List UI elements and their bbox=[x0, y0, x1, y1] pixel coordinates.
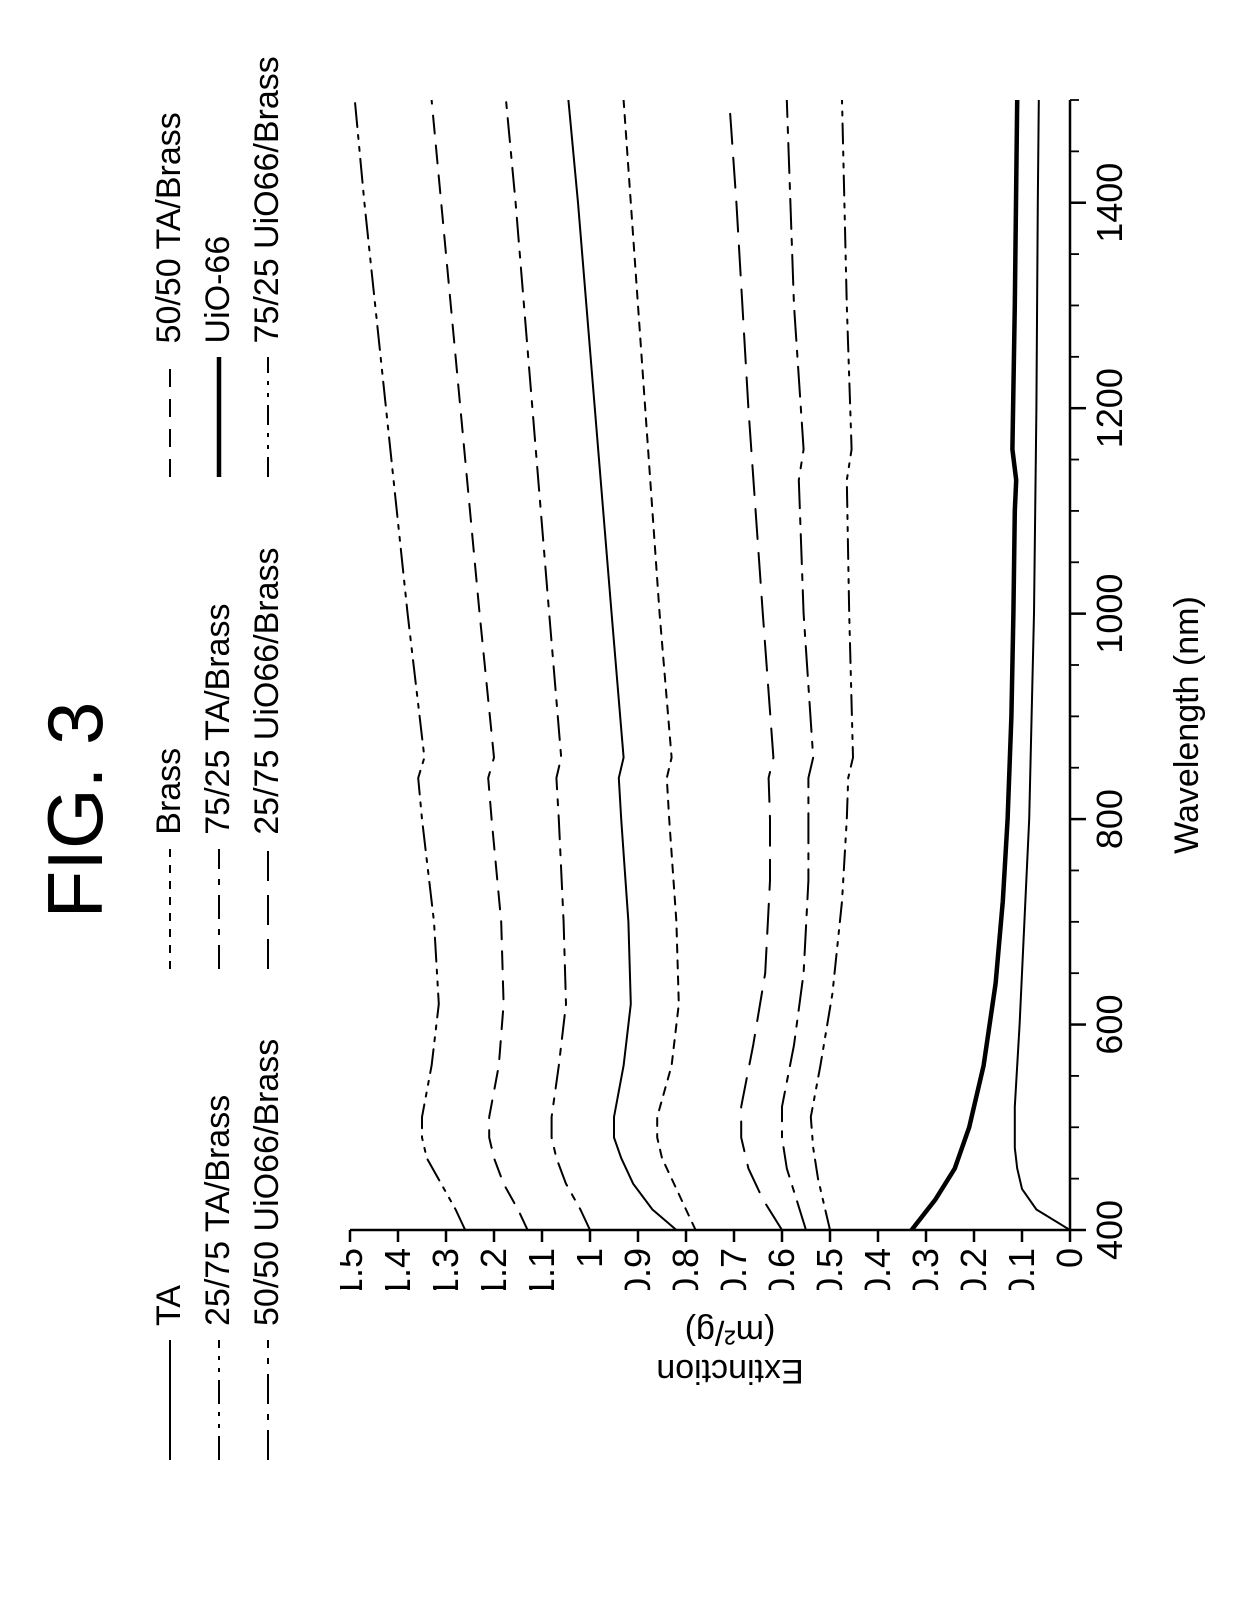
svg-text:0.8: 0.8 bbox=[665, 1248, 706, 1290]
legend-label: 25/75 UiO66/Brass bbox=[248, 547, 287, 834]
y-axis-label-line1: Extinction bbox=[630, 1351, 830, 1390]
series-line bbox=[782, 100, 813, 1230]
figure-title: FIG. 3 bbox=[30, 0, 121, 1620]
svg-text:0.5: 0.5 bbox=[809, 1248, 850, 1290]
legend: TA Brass 50/50 TA/Brass 25/75 TA/Brass bbox=[150, 56, 287, 1460]
legend-label: 75/25 UiO66/Brass bbox=[248, 56, 287, 343]
legend-item: 50/50 TA/Brass bbox=[150, 56, 189, 477]
svg-text:0.2: 0.2 bbox=[953, 1248, 994, 1290]
y-axis-label: Extinction (m²/g) bbox=[630, 1312, 830, 1390]
legend-swatch bbox=[256, 357, 280, 477]
legend-swatch bbox=[158, 849, 182, 969]
legend-label: 50/50 UiO66/Brass bbox=[248, 1039, 287, 1326]
series-line bbox=[729, 100, 782, 1230]
legend-item: Brass bbox=[150, 547, 189, 968]
svg-text:0.4: 0.4 bbox=[857, 1248, 898, 1290]
svg-text:1.5: 1.5 bbox=[340, 1248, 370, 1290]
svg-text:1: 1 bbox=[569, 1248, 610, 1268]
legend-item: 75/25 UiO66/Brass bbox=[248, 56, 287, 477]
series-line bbox=[432, 100, 528, 1230]
series-line bbox=[506, 100, 590, 1230]
series-line bbox=[912, 100, 1018, 1230]
legend-item: 75/25 TA/Brass bbox=[199, 547, 238, 968]
legend-item: TA bbox=[150, 1039, 189, 1460]
legend-item: UiO-66 bbox=[199, 56, 238, 477]
svg-text:0.1: 0.1 bbox=[1001, 1248, 1042, 1290]
x-axis-label: Wavelength (nm) bbox=[1168, 160, 1207, 1290]
legend-swatch bbox=[158, 357, 182, 477]
svg-text:0.7: 0.7 bbox=[713, 1248, 754, 1290]
svg-text:1000: 1000 bbox=[1089, 574, 1130, 654]
svg-text:600: 600 bbox=[1089, 995, 1130, 1055]
series-line bbox=[1015, 100, 1070, 1230]
svg-text:1.4: 1.4 bbox=[377, 1248, 418, 1290]
legend-item: 50/50 UiO66/Brass bbox=[248, 1039, 287, 1460]
legend-label: UiO-66 bbox=[199, 236, 238, 344]
series-line bbox=[355, 100, 465, 1230]
legend-swatch bbox=[207, 357, 231, 477]
legend-swatch bbox=[256, 849, 280, 969]
legend-swatch bbox=[207, 849, 231, 969]
legend-label: Brass bbox=[150, 748, 189, 835]
svg-text:1.2: 1.2 bbox=[473, 1248, 514, 1290]
legend-label: 75/25 TA/Brass bbox=[199, 604, 238, 835]
series-line bbox=[811, 100, 853, 1230]
legend-label: TA bbox=[150, 1285, 189, 1326]
svg-text:0: 0 bbox=[1049, 1248, 1090, 1268]
plot-area: 00.10.20.30.40.50.60.70.80.911.11.21.31.… bbox=[340, 90, 1165, 1290]
svg-text:1.3: 1.3 bbox=[425, 1248, 466, 1290]
legend-label: 25/75 TA/Brass bbox=[199, 1095, 238, 1326]
legend-swatch bbox=[207, 1340, 231, 1460]
svg-text:0.9: 0.9 bbox=[617, 1248, 658, 1290]
svg-text:0.6: 0.6 bbox=[761, 1248, 802, 1290]
svg-text:1200: 1200 bbox=[1089, 368, 1130, 448]
legend-swatch bbox=[256, 1340, 280, 1460]
legend-label: 50/50 TA/Brass bbox=[150, 112, 189, 343]
svg-text:0.3: 0.3 bbox=[905, 1248, 946, 1290]
legend-item: 25/75 UiO66/Brass bbox=[248, 547, 287, 968]
svg-text:1400: 1400 bbox=[1089, 163, 1130, 243]
svg-text:1.1: 1.1 bbox=[521, 1248, 562, 1290]
y-axis-label-line2: (m²/g) bbox=[630, 1312, 830, 1351]
svg-text:800: 800 bbox=[1089, 789, 1130, 849]
svg-text:400: 400 bbox=[1089, 1200, 1130, 1260]
series-line bbox=[568, 100, 676, 1230]
legend-item: 25/75 TA/Brass bbox=[199, 1039, 238, 1460]
line-chart: 00.10.20.30.40.50.60.70.80.911.11.21.31.… bbox=[340, 90, 1160, 1290]
series-line bbox=[624, 100, 696, 1230]
legend-swatch bbox=[158, 1340, 182, 1460]
